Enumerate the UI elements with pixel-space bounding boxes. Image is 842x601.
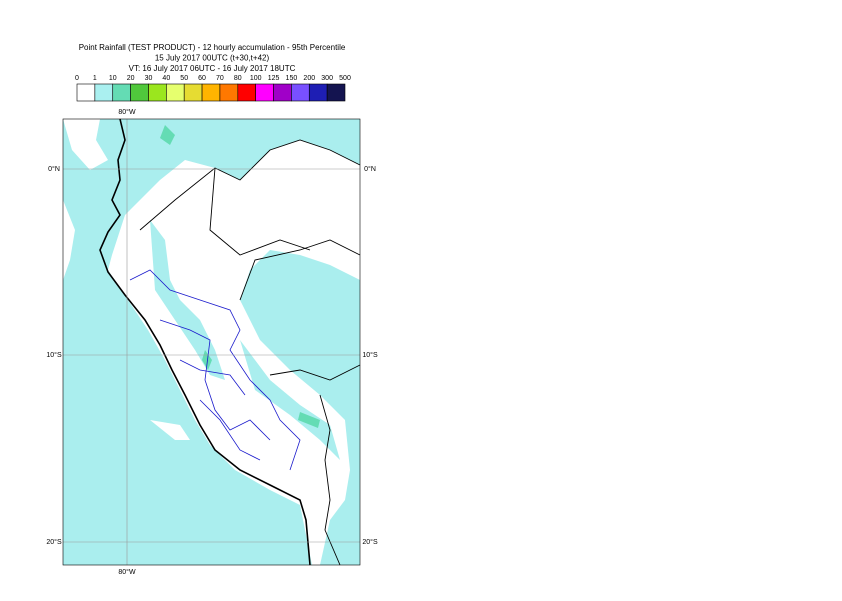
legend-swatch [201, 83, 221, 102]
legend-label: 0 [75, 75, 79, 82]
lat-label: 0°N [48, 165, 60, 173]
legend-swatch [183, 83, 203, 102]
land-rain [150, 220, 340, 460]
legend-swatch [237, 83, 256, 102]
land-dry [108, 140, 360, 565]
legend-swatch [166, 83, 185, 102]
legend-label: 20 [127, 75, 135, 82]
legend-label: 10 [109, 75, 117, 82]
legend-swatch [308, 83, 328, 102]
legend-label: 50 [180, 75, 188, 82]
lon-label: 80°W [118, 568, 136, 576]
lat-label: 10°S [362, 351, 378, 359]
lat-label: 20°S [46, 538, 62, 546]
legend-label: 500 [339, 75, 351, 82]
legend-label: 200 [303, 75, 315, 82]
legend-swatch [130, 83, 149, 102]
legend-label: 150 [286, 75, 298, 82]
legend-swatch [76, 83, 96, 102]
lon-label: 80°W [118, 108, 136, 116]
legend-swatch [112, 83, 131, 102]
legend-label: 30 [145, 75, 153, 82]
legend-label: 1 [93, 75, 97, 82]
legend-label: 40 [162, 75, 170, 82]
legend-label: 60 [198, 75, 206, 82]
borders [139, 139, 361, 566]
lat-label: 0°N [364, 165, 376, 173]
legend-swatch [255, 83, 274, 102]
legend-label: 70 [216, 75, 224, 82]
legend-swatch [273, 83, 292, 102]
title-line: 15 July 2017 00UTC (t+30,t+42) [155, 54, 270, 63]
region-borders [129, 269, 301, 471]
legend-label: 80 [234, 75, 242, 82]
legend-label: 125 [268, 75, 280, 82]
lat-label: 20°S [362, 538, 378, 546]
coastline [99, 118, 311, 566]
legend-swatch [148, 83, 167, 102]
map: 80°W 80°W 0°N 0°N 10°S 10°S 20°S 20°S [46, 108, 378, 576]
legend-swatch [326, 83, 346, 102]
legend-swatch [219, 83, 239, 102]
title-line: Point Rainfall (TEST PRODUCT) - 12 hourl… [79, 43, 346, 52]
legend-swatch [291, 83, 310, 102]
legend-label: 100 [250, 75, 262, 82]
dry-ocean [63, 119, 190, 440]
legend-swatch [94, 83, 114, 102]
lat-label: 10°S [46, 351, 62, 359]
map-frame [62, 118, 361, 566]
title-line: VT: 16 July 2017 06UTC - 16 July 2017 18… [129, 64, 296, 73]
legend-label: 300 [321, 75, 333, 82]
